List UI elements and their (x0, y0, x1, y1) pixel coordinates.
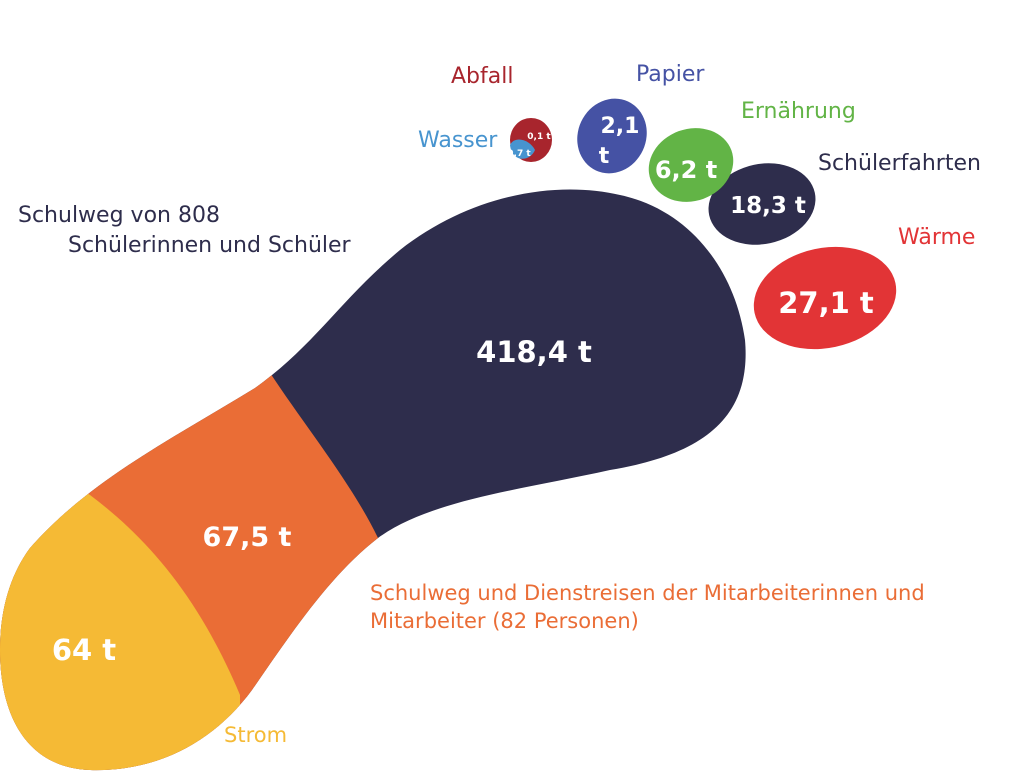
toe-ernaehrung (648, 128, 734, 202)
label-strom: Strom (224, 723, 287, 747)
value-schulweg-mitarbeiter: 67,5 t (203, 522, 292, 553)
label-waerme: Wärme (898, 225, 975, 250)
value-wasser: 0,7 t (507, 149, 531, 159)
label-schuelerfahrten: Schülerfahrten (818, 151, 981, 176)
label-wasser: Wasser (418, 128, 498, 153)
value-schulweg-schueler: 418,4 t (476, 335, 592, 369)
value-ernaehrung: 6,2 t (655, 156, 717, 184)
toe-papier (577, 98, 647, 174)
label-schulweg-schueler-line1: Schulweg von 808 (18, 203, 220, 228)
value-abfall: 0,1 t (527, 132, 551, 142)
toe-waerme (753, 246, 897, 350)
value-papier-line2: t (599, 144, 610, 169)
segment-strom (0, 440, 240, 771)
value-papier-line1: 2,1 (601, 114, 640, 139)
value-schuelerfahrten: 18,3 t (730, 193, 806, 219)
value-waerme: 27,1 t (778, 286, 874, 320)
label-ernaehrung: Ernährung (741, 99, 856, 124)
toe-schuelerfahrten (708, 163, 816, 245)
label-schulweg-mitarbeiter-line1: Schulweg und Dienstreisen der Mitarbeite… (370, 581, 925, 605)
toe-wasser (510, 139, 535, 159)
value-strom: 64 t (52, 633, 116, 667)
label-schulweg-schueler-line2: Schülerinnen und Schüler (68, 233, 352, 258)
label-schulweg-mitarbeiter-line2: Mitarbeiter (82 Personen) (370, 609, 639, 633)
label-papier: Papier (636, 62, 705, 87)
label-abfall: Abfall (451, 64, 513, 89)
